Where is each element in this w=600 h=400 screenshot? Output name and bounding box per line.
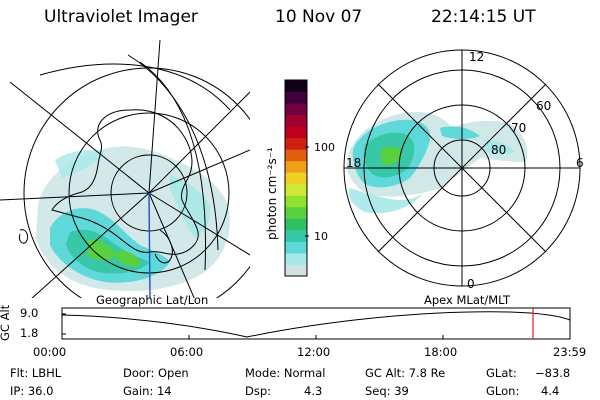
timeline-y-tick-9: 9.0 [20,306,39,320]
magnetic-map-label: Apex MLat/MLT [424,293,511,307]
colorbar-tick-label-10: 10 [314,230,328,243]
geographic-map-label: Geographic Lat/Lon [96,293,209,307]
coastline-left [19,109,199,264]
mlt-label-18: 18 [346,156,361,170]
mlt-label-0: 0 [467,277,475,291]
geographic-map [0,40,250,298]
mlat-label-70: 70 [511,121,526,135]
colorbar-swatch [285,160,307,173]
colorbar-swatch [285,172,307,185]
colorbar-unit-label: photon cm⁻²s⁻¹ [265,147,279,240]
timeline-x-tick-2359: 23:59 [553,345,587,359]
colorbar-swatch [285,229,307,242]
glat-label: GLat: [486,366,517,380]
timeline-x-tick-1800: 18:00 [424,345,458,359]
glat-value: −83.8 [535,366,571,380]
colorbar-swatches [285,80,307,277]
dsp-label: Dsp: [245,384,272,398]
mlt-label-6: 6 [576,156,584,170]
date-label: 10 Nov 07 [275,7,363,27]
seq-readout: Seq: 39 [365,384,409,398]
gain-readout: Gain: 14 [123,384,172,398]
colorbar-swatch [285,252,307,265]
graticule-left [0,40,250,298]
colorbar-swatch [285,126,307,139]
colorbar-swatch [285,103,307,116]
glon-label: GLon: [486,384,520,398]
colorbar-swatch [285,114,307,127]
filter-readout: Flt: LBHL [10,366,62,380]
timeline-x-tick-1200: 12:00 [297,345,331,359]
altitude-curve [61,311,571,338]
colorbar-swatch [285,195,307,208]
timeline-axis-title: GC Alt [0,304,12,341]
colorbar: 100 10 photon cm⁻²s⁻¹ [265,79,335,277]
colorbar-swatch [285,137,307,150]
instrument-title: Ultraviolet Imager [44,7,198,27]
timeline-x-tick-0000: 00:00 [33,345,67,359]
colorbar-tick-label-100: 100 [314,141,335,154]
mlat-label-80: 80 [491,143,506,157]
colorbar-frame [284,79,308,277]
orbit-altitude-timeline [61,307,571,340]
timeline-axis-title-wrap: GC Alt [0,305,14,343]
colorbar-swatch [285,80,307,93]
mlat-label-60: 60 [536,99,551,113]
timeline-frame [61,307,571,340]
dsp-value: 4.3 [304,384,323,398]
colorbar-swatch [285,183,307,196]
colorbar-swatch [285,206,307,219]
magnetic-polar-plot: 80 70 60 12 18 6 0 [343,49,584,291]
mlt-label-12: 12 [469,50,484,64]
timeline-y-tick-1: 1.8 [20,326,39,340]
colorbar-swatch [285,264,307,277]
colorbar-swatch [285,218,307,231]
door-readout: Door: Open [123,366,189,380]
mode-readout: Mode: Normal [245,366,326,380]
polar-grid [343,49,581,287]
colorbar-swatch [285,149,307,162]
colorbar-swatch [285,91,307,104]
gc-alt-readout: GC Alt: 7.8 Re [365,366,446,380]
glon-value: 4.4 [541,384,560,398]
aurora-emission-left [36,146,230,292]
timeline-x-tick-0600: 06:00 [170,345,204,359]
ip-readout: IP: 36.0 [10,384,54,398]
polar-grid-labels: 80 70 60 12 18 6 0 [346,50,584,291]
colorbar-swatch [285,241,307,254]
time-label: 22:14:15 UT [431,7,536,27]
